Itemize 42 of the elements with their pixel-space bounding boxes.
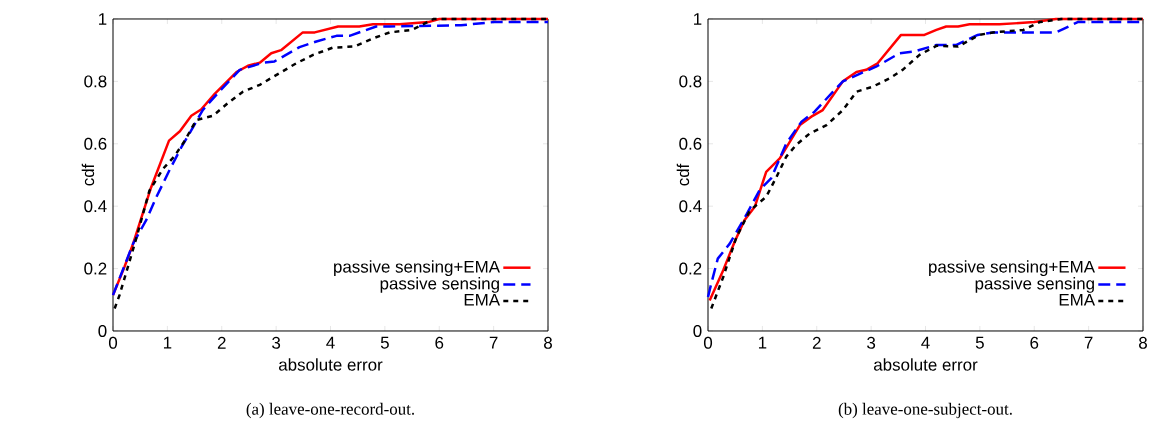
- x-tick-label: 4: [326, 336, 335, 349]
- y-axis-title: cdf: [676, 163, 690, 186]
- y-tick-label: 0.2: [84, 262, 107, 275]
- y-tick-label: 0: [98, 324, 107, 337]
- y-tick-label: 0.4: [679, 200, 702, 213]
- x-tick-label: 2: [217, 336, 226, 349]
- y-axis-title: cdf: [81, 163, 95, 186]
- y-tick-label: 0.6: [679, 137, 702, 150]
- y-tick-label: 1: [694, 13, 702, 25]
- x-tick-label: 6: [1030, 336, 1039, 349]
- y-tick-label: 0.8: [679, 75, 702, 88]
- x-tick-label: 8: [1139, 336, 1147, 349]
- x-tick-label: 0: [703, 336, 713, 349]
- x-tick-label: 3: [272, 336, 281, 349]
- x-tick-label: 7: [1084, 336, 1093, 349]
- legend-label: passive sensing+EMA: [334, 260, 500, 277]
- x-axis-title: absolute error: [278, 358, 383, 371]
- y-tick-label: 0.6: [84, 137, 107, 150]
- text: (a) leave-one-record-out.: [246, 402, 415, 419]
- text: (b) leave-one-subject-out.: [838, 402, 1012, 419]
- legend-label: passive sensing: [975, 277, 1094, 293]
- legend-label: EMA: [464, 293, 501, 306]
- legend-label: passive sensing+EMA: [929, 260, 1095, 277]
- x-tick-label: 5: [975, 336, 984, 349]
- x-tick-label: 6: [435, 336, 444, 349]
- x-tick-label: 7: [489, 336, 498, 349]
- x-tick-label: 0: [108, 336, 118, 349]
- y-tick-label: 0.8: [84, 75, 107, 88]
- x-tick-label: 4: [921, 336, 930, 349]
- legend-label: passive sensing: [380, 277, 499, 293]
- legend-label: EMA: [1059, 293, 1096, 306]
- y-tick-label: 0.2: [679, 262, 702, 275]
- y-tick-label: 0.4: [84, 200, 107, 213]
- y-tick-label: 1: [99, 13, 107, 25]
- x-tick-label: 8: [544, 336, 552, 349]
- x-tick-label: 3: [867, 336, 876, 349]
- x-tick-label: 2: [812, 336, 821, 349]
- x-tick-label: 1: [758, 336, 767, 349]
- x-tick-label: 5: [380, 336, 389, 349]
- x-tick-label: 1: [163, 336, 172, 349]
- y-tick-label: 0: [693, 324, 702, 337]
- x-axis-title: absolute error: [873, 358, 978, 371]
